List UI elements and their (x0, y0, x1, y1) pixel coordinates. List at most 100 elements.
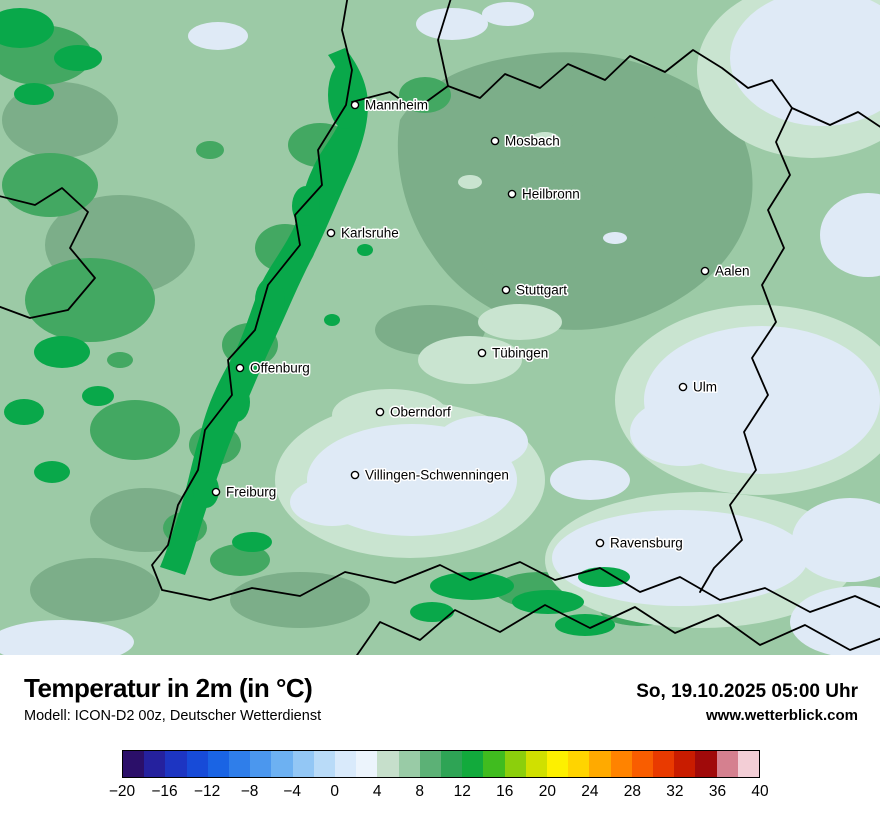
temperature-region (107, 352, 133, 368)
temperature-region (188, 22, 248, 50)
city-label: Karlsruhe (341, 226, 399, 241)
city-label: Villingen-Schwenningen (365, 468, 509, 483)
city-dot (350, 100, 360, 110)
colorbar-tick-label: 0 (330, 783, 339, 800)
temperature-region (512, 590, 584, 614)
website-link[interactable]: www.wetterblick.com (706, 707, 858, 724)
colorbar-segment (462, 751, 484, 777)
temperature-region (0, 620, 134, 655)
city-label: Mannheim (365, 98, 428, 113)
colorbar-segment (313, 751, 336, 777)
temperature-region (550, 460, 630, 500)
colorbar-segment (441, 751, 463, 777)
border-line (351, 49, 793, 593)
colorbar-tick-label: 8 (415, 783, 425, 800)
temperature-map: Mannheim Mosbach Heilbronn Karlsruhe Aalen St… (0, 0, 880, 655)
forecast-datetime: So, 19.10.2025 05:00 Uhr (636, 681, 858, 702)
temperature-region (14, 83, 54, 105)
colorbar-tick-label: 24 (581, 783, 599, 800)
city-label: Offenburg (250, 361, 310, 376)
city-label: Stuttgart (516, 283, 567, 298)
colorbar-tick-label: 40 (751, 783, 769, 800)
colorbar-segment (737, 751, 760, 777)
temperature-region (478, 304, 562, 340)
temperature-region (193, 472, 219, 508)
border-line (437, 0, 452, 87)
colorbar-tick-label: 16 (496, 783, 514, 800)
temperature-region (357, 244, 373, 256)
colorbar-segment (610, 751, 632, 777)
temperature-region (820, 193, 880, 277)
temperature-region (792, 498, 880, 582)
colorbar-tick-label: −4 (283, 783, 301, 800)
colorbar-segment (398, 751, 420, 777)
footer: Temperatur in 2m (in °C) So, 19.10.2025 … (0, 655, 880, 805)
temperature-region (328, 61, 362, 129)
border-line (0, 187, 96, 319)
colorbar-tick-label: 36 (708, 783, 727, 800)
colorbar-tick-label: −16 (151, 783, 178, 800)
colorbar-segment (716, 751, 738, 777)
city-dot (700, 266, 710, 276)
colorbar-tick-label: 20 (538, 783, 556, 800)
colorbar-tick-label: −12 (193, 783, 221, 800)
colorbar: −20 −16 −12 −8 −4 0 4 8 12 16 20 24 28 32 36 40 (109, 750, 769, 805)
temperature-region (603, 232, 627, 244)
colorbar-segment (419, 751, 442, 777)
city-marker: Heilbronn (507, 185, 581, 203)
city-label: Tübingen (492, 346, 548, 361)
colorbar-tick-label: −8 (240, 783, 259, 800)
city-label: Freiburg (226, 485, 276, 500)
temperature-region (578, 567, 630, 587)
colorbar-segment (377, 751, 399, 777)
city-dot (350, 470, 360, 480)
colorbar-segment (250, 751, 272, 777)
city-label: Aalen (715, 264, 750, 279)
colorbar-segment (335, 751, 357, 777)
model-info: Modell: ICON-D2 00z, Deutscher Wetterdie… (24, 708, 322, 724)
city-dot (375, 407, 385, 417)
temperature-region (416, 8, 488, 40)
temperature-region (30, 558, 160, 622)
city-dot (595, 538, 605, 548)
temperature-region (255, 278, 285, 322)
temperature-regions (0, 0, 880, 655)
temperature-region (230, 572, 370, 628)
colorbar-segment (271, 751, 293, 777)
temperature-region (222, 382, 250, 422)
colorbar-segment (165, 751, 187, 777)
colorbar-scale (122, 750, 760, 778)
city-marker: Stuttgart (501, 281, 569, 299)
colorbar-segment (568, 751, 590, 777)
colorbar-segment (229, 751, 251, 777)
colorbar-segment (525, 751, 548, 777)
city-marker: Oberndorf (375, 403, 453, 421)
colorbar-tick-label: 28 (623, 783, 642, 800)
map-area: Mannheim Mosbach Heilbronn Karlsruhe Aalen St… (0, 0, 880, 655)
city-marker: Mosbach (490, 132, 561, 150)
colorbar-segment (653, 751, 675, 777)
city-marker: Karlsruhe (326, 224, 400, 242)
colorbar-tick-label: 12 (453, 783, 471, 800)
city-label: Ulm (693, 380, 717, 395)
temperature-region (399, 77, 451, 113)
city-dot (507, 189, 517, 199)
city-dot (211, 487, 221, 497)
colorbar-segment (695, 751, 717, 777)
city-label: Ravensburg (610, 536, 683, 551)
temperature-region (54, 45, 102, 71)
temperature-region (232, 532, 272, 552)
temperature-region (530, 132, 560, 148)
temperature-region (552, 510, 808, 606)
colorbar-segment (207, 751, 230, 777)
temperature-region (458, 175, 482, 189)
colorbar-segment (504, 751, 526, 777)
city-dot (490, 136, 500, 146)
temperature-region (436, 416, 528, 468)
temperature-region (90, 400, 180, 460)
city-marker: Offenburg (235, 359, 311, 377)
colorbar-tick-label: 32 (666, 783, 684, 800)
temperature-region (560, 110, 680, 190)
political-borders (0, 0, 880, 655)
temperature-region (480, 225, 580, 285)
